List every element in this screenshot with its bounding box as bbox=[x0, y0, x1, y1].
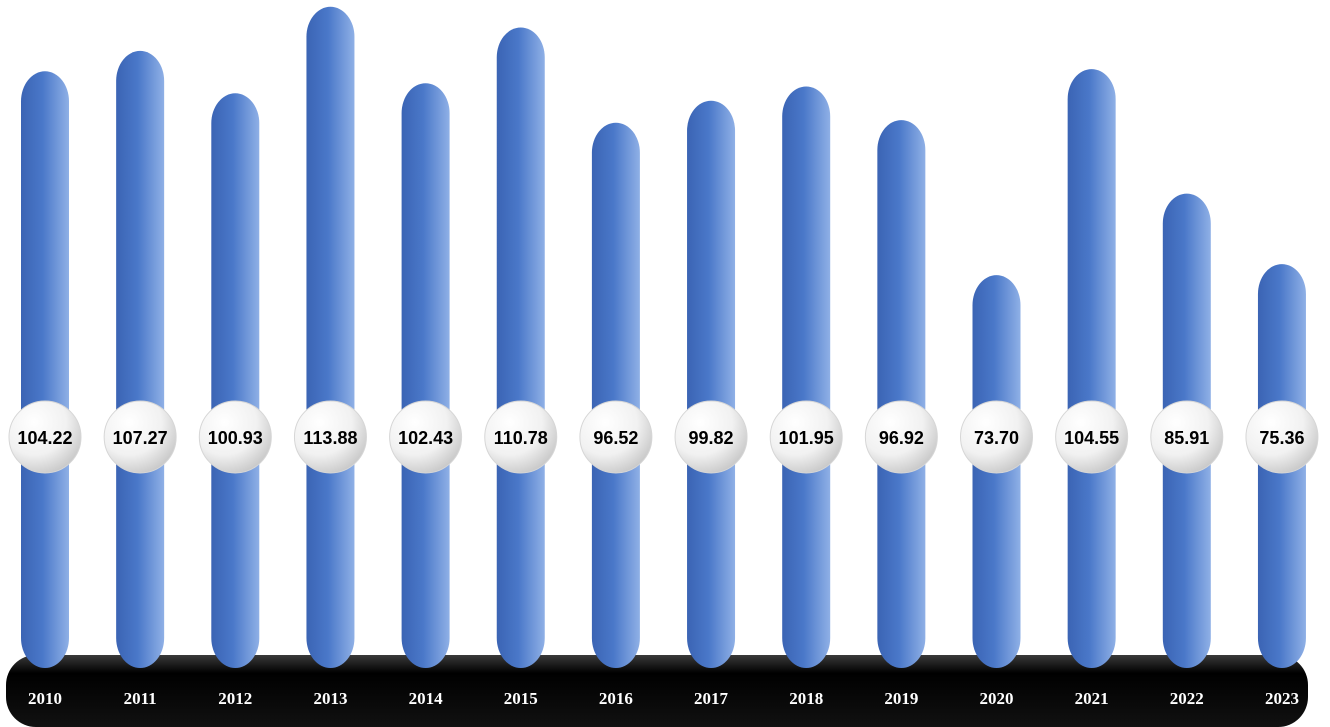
value-label-2022: 85.91 bbox=[1164, 428, 1209, 448]
category-label-2015: 2015 bbox=[504, 689, 538, 708]
value-label-2018: 101.95 bbox=[779, 428, 834, 448]
value-label-disc-2013 bbox=[293, 400, 367, 474]
value-label-disc-2011 bbox=[103, 400, 177, 474]
value-label-disc-2019 bbox=[864, 400, 938, 474]
category-label-2011: 2011 bbox=[124, 689, 157, 708]
bar-2014 bbox=[401, 83, 450, 669]
value-label-2011: 107.27 bbox=[113, 428, 168, 448]
value-label-disc-2021 bbox=[1055, 400, 1129, 474]
value-label-2016: 96.52 bbox=[593, 428, 638, 448]
bar-2015 bbox=[496, 27, 545, 668]
value-label-disc-2015 bbox=[484, 400, 558, 474]
category-label-2017: 2017 bbox=[694, 689, 729, 708]
bar-2013 bbox=[306, 6, 355, 668]
category-label-2022: 2022 bbox=[1170, 689, 1204, 708]
axis-band bbox=[6, 655, 1308, 727]
bar-2012 bbox=[211, 93, 260, 668]
category-label-2014: 2014 bbox=[409, 689, 444, 708]
bar-2011 bbox=[116, 50, 165, 668]
category-label-2012: 2012 bbox=[218, 689, 252, 708]
value-label-disc-2016 bbox=[579, 400, 653, 474]
value-label-disc-2014 bbox=[389, 400, 463, 474]
bar-2010 bbox=[21, 71, 69, 668]
value-label-2013: 113.88 bbox=[303, 428, 357, 448]
category-label-2019: 2019 bbox=[884, 689, 918, 708]
value-label-2020: 73.70 bbox=[974, 428, 1019, 448]
bar-2019 bbox=[877, 120, 926, 668]
value-label-disc-2010 bbox=[8, 400, 82, 474]
bar-2016 bbox=[591, 122, 640, 668]
value-label-2017: 99.82 bbox=[689, 428, 734, 448]
value-label-2012: 100.93 bbox=[208, 428, 263, 448]
category-label-2023: 2023 bbox=[1265, 689, 1299, 708]
value-label-disc-2012 bbox=[198, 400, 272, 474]
bar-2018 bbox=[782, 86, 831, 668]
value-label-2015: 110.78 bbox=[494, 428, 548, 448]
value-labels-group: 104.22 107.27 100.93 113.88 102.43 110.78 96.5… bbox=[8, 400, 1319, 474]
value-label-2014: 102.43 bbox=[398, 428, 453, 448]
category-label-2020: 2020 bbox=[980, 689, 1014, 708]
value-label-disc-2023 bbox=[1245, 400, 1319, 474]
value-label-2010: 104.22 bbox=[17, 428, 72, 448]
value-label-2023: 75.36 bbox=[1259, 428, 1304, 448]
value-label-2021: 104.55 bbox=[1064, 428, 1119, 448]
bar-2017 bbox=[687, 100, 736, 669]
category-label-2021: 2021 bbox=[1075, 689, 1109, 708]
category-label-2013: 2013 bbox=[313, 689, 347, 708]
category-label-2018: 2018 bbox=[789, 689, 823, 708]
category-label-2010: 2010 bbox=[28, 689, 62, 708]
value-label-disc-2020 bbox=[960, 400, 1033, 474]
bar-2021 bbox=[1067, 69, 1116, 668]
value-label-disc-2022 bbox=[1150, 400, 1224, 474]
value-label-2019: 96.92 bbox=[879, 428, 924, 448]
value-label-disc-2018 bbox=[769, 400, 843, 474]
bars-group bbox=[21, 6, 1306, 669]
category-labels-group: 2010 2011 2012 2013 2014 2015 2016 2017 2018 2019… bbox=[28, 689, 1299, 708]
value-label-disc-2017 bbox=[674, 400, 748, 474]
category-label-2016: 2016 bbox=[599, 689, 633, 708]
